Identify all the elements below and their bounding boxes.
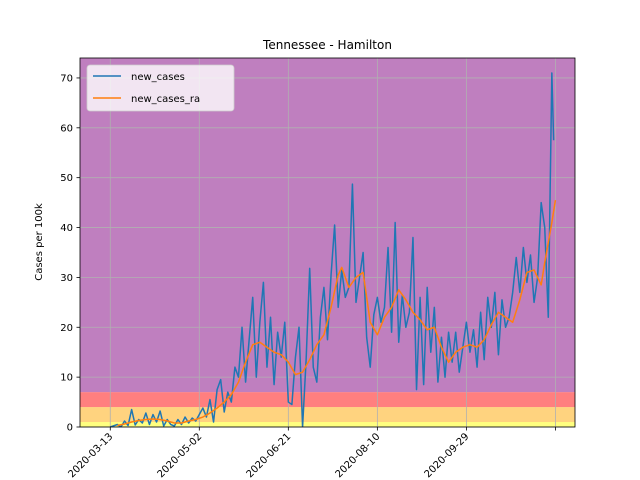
legend-label-new_cases_ra: new_cases_ra [131, 94, 200, 105]
y-tick-label: 50 [60, 173, 73, 184]
y-tick-label: 20 [60, 323, 73, 334]
band-2 [80, 392, 575, 408]
y-axis-label: Cases per 100k [34, 203, 45, 281]
chart-title: Tennessee - Hamilton [262, 38, 392, 52]
band-0 [80, 422, 575, 427]
series-line-new_cases_ra [117, 199, 557, 427]
x-tick-label: 2020-09-29 [423, 431, 472, 480]
risk-bands [80, 58, 575, 427]
x-tick-label: 2020-08-10 [334, 431, 383, 480]
y-tick-label: 0 [67, 423, 73, 434]
y-axis: 0 10 20 30 40 50 60 70 [60, 73, 80, 434]
y-tick-label: 60 [60, 123, 73, 134]
y-tick-label: 10 [60, 373, 73, 384]
x-tick-label: 2020-05-02 [156, 431, 205, 480]
legend-label-new_cases: new_cases [131, 72, 185, 83]
legend-box [86, 64, 235, 112]
y-tick-label: 40 [60, 223, 73, 234]
y-tick-label: 70 [60, 73, 73, 84]
series-lines [110, 72, 557, 427]
y-tick-label: 30 [60, 273, 73, 284]
x-tick-label: 2020-03-13 [67, 431, 116, 480]
x-tick-label: 2020-06-21 [245, 431, 294, 480]
plot-frame [79, 57, 576, 428]
x-axis: 2020-03-13 2020-05-02 2020-06-21 2020-08-10… [67, 427, 556, 480]
legend: new_cases new_cases_ra [86, 64, 235, 112]
